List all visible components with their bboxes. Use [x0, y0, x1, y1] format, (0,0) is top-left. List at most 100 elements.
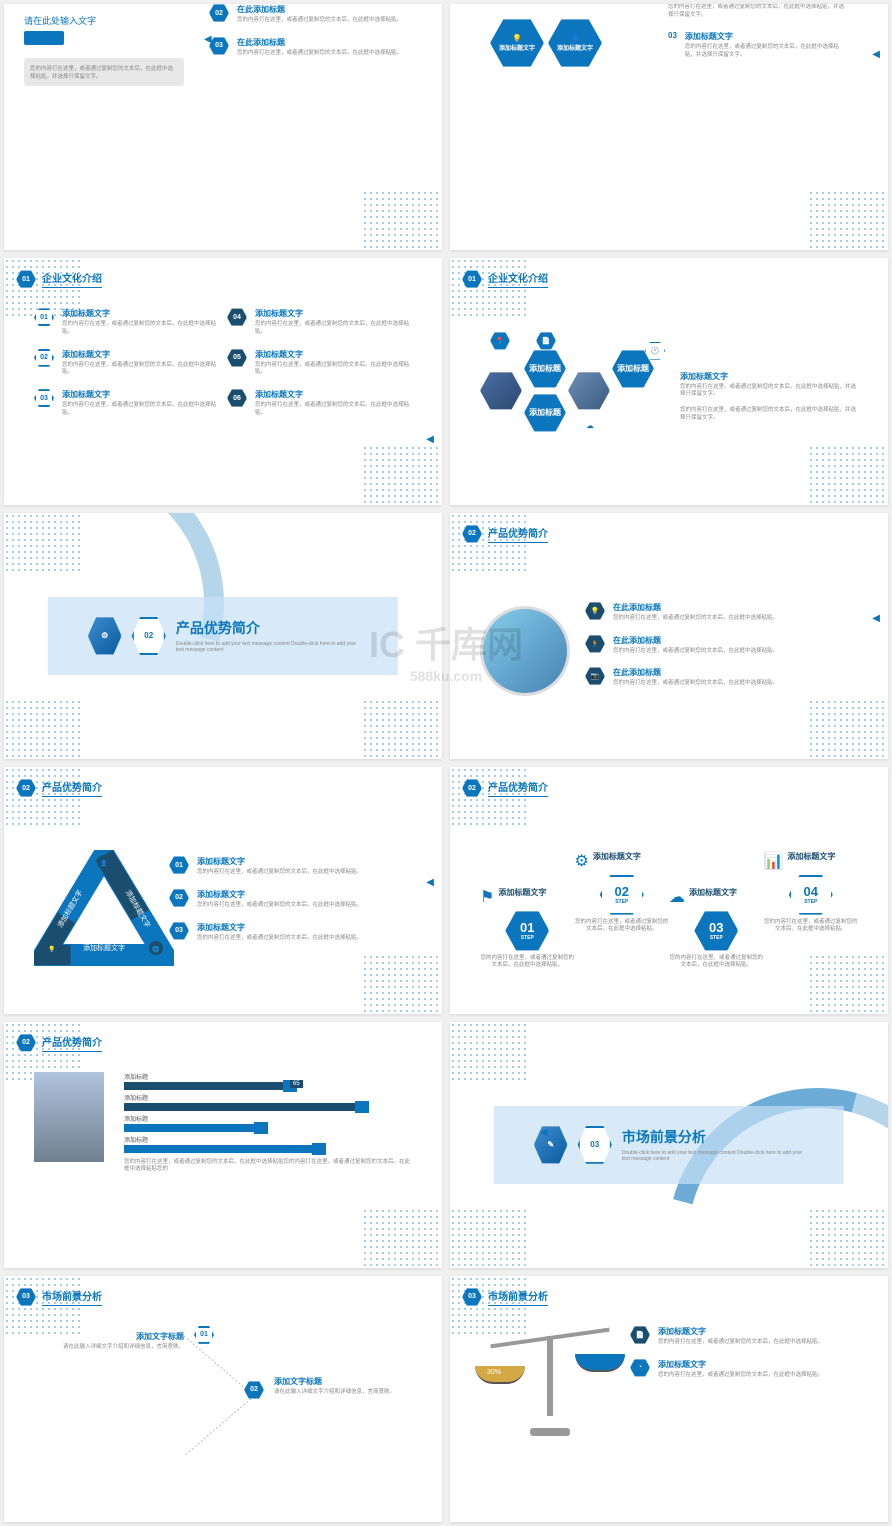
- t: 添加文字标题: [34, 1331, 184, 1342]
- d: 您的内容打在这里，或者通过复制您的文本后，在此框中选择粘贴。: [613, 615, 858, 623]
- num: 03: [34, 389, 54, 407]
- num: 05: [227, 349, 247, 367]
- decor: [450, 1022, 530, 1082]
- d: 您的内容打在这里，或者通过复制您的文本后，在此框中选择粘贴。: [669, 955, 764, 970]
- hex-label-2: 👤添加标题文字: [548, 19, 602, 67]
- d: 您的内容打在这里，或者通过复制您的文本后，在此框中选择粘贴。: [658, 1339, 858, 1347]
- d: 您的内容打在这里，或者通过复制您的文本后，在此框中选择粘贴。: [255, 362, 412, 377]
- t: 添加标题文字: [680, 371, 858, 382]
- item-title: 添加标题文字: [685, 31, 848, 42]
- t: 在此添加标题: [613, 602, 858, 613]
- decor: [362, 190, 442, 250]
- run-icon: 🏃: [585, 635, 605, 653]
- t: 添加标题文字: [62, 389, 219, 400]
- item-title: 在此添加标题: [237, 4, 402, 15]
- t: 在此添加标题: [613, 635, 858, 646]
- header-title: 产品优势简介: [42, 1034, 102, 1052]
- t: 添加标题文字: [62, 349, 219, 360]
- bar-row: 添加标题: [124, 1093, 412, 1111]
- d: 您的内容打在这里，或者通过复制您的文本后，在此框中选择粘贴。: [658, 1372, 858, 1380]
- slide-header: 01 企业文化介绍: [16, 270, 102, 288]
- d: 您的内容打在这里，或者通过复制您的文本后，在此框中选择粘贴。: [62, 321, 219, 336]
- step-hex: 01STEP: [505, 911, 549, 951]
- slide-8: 02产品优势简介 ⚑添加标题文字 01STEP 您的内容打在这里，或者通过复制您…: [450, 767, 888, 1013]
- hex-icon: 📍: [490, 332, 510, 350]
- slide-11: 03市场前景分析 添加文字标题 请在此输入详细文字介绍和详细信息，言简意赅。 0…: [4, 1276, 442, 1522]
- hex-txt: 添加标题: [524, 350, 566, 388]
- num: 01: [34, 308, 54, 326]
- d: 您的内容打在这里，或者通过复制您的文本后，在此框中选择粘贴。: [62, 402, 219, 417]
- svg-text:💡: 💡: [48, 945, 55, 953]
- slide-header: 02产品优势简介: [462, 525, 548, 543]
- slide-header: 03市场前景分析: [462, 1288, 548, 1306]
- balance-scale: 30%: [480, 1326, 620, 1436]
- t: 添加文字标题: [274, 1376, 424, 1387]
- step-hex: 02STEP: [600, 875, 644, 915]
- slide-2: 💡添加标题文字 👤添加标题文字 您的内容打在这里，或者通过复制您的文本后，在此框…: [450, 4, 888, 250]
- header-num: 03: [462, 1288, 482, 1306]
- slide-header: 02产品优势简介: [16, 779, 102, 797]
- t: 添加标题文字: [593, 851, 641, 869]
- num-03: 03: [668, 31, 677, 59]
- arrow-icon: ◀: [540, 1127, 548, 1138]
- s1-title: 请在此处输入文字: [24, 14, 184, 27]
- s1-desc: 您的内容打在这里，或者通过复制您的文本后，在此框中选择粘贴，并选择只保留文字。: [24, 58, 184, 86]
- t: 添加标题文字: [62, 308, 219, 319]
- bar-row: 添加标题: [124, 1135, 412, 1153]
- arrow-icon: ◀: [426, 877, 434, 888]
- d: 您的内容打在这里，或者通过复制您的文本后，在此框中选择粘贴。: [197, 869, 412, 877]
- header-title: 企业文化介绍: [488, 270, 548, 288]
- slide-header: 03市场前景分析: [16, 1288, 102, 1306]
- gear-icon: ⚙: [575, 851, 589, 871]
- cloud-icon: ☁: [669, 887, 685, 907]
- chart-icon: 📊: [764, 851, 784, 871]
- cloud-icon: ☁: [580, 417, 600, 435]
- footer-desc: 您的内容打在这里，或者通过复制您的文本后，在此框中选择粘贴您的内容打在这里，或者…: [124, 1159, 412, 1174]
- arrow-icon: ◀: [872, 49, 880, 60]
- bar-row: 添加标题: [124, 1114, 412, 1132]
- slide-grid: 请在此处输入文字 您的内容打在这里，或者通过复制您的文本后，在此框中选择粘贴，并…: [0, 0, 892, 1526]
- hex-icon: 📄: [536, 332, 556, 350]
- item-desc: 您的内容打在这里，或者通过复制您的文本后，在此框中选择粘贴。: [237, 17, 402, 25]
- header-num: 01: [462, 270, 482, 288]
- t: 添加标题文字: [689, 887, 737, 905]
- d: 您的内容打在这里，或者通过复制您的文本后，在此框中选择粘贴。: [255, 402, 412, 417]
- pen-icon: ✎: [534, 1126, 568, 1164]
- hex-label-1: 💡添加标题文字: [490, 19, 544, 67]
- decor: [808, 190, 888, 250]
- triangle-diagram: 添加标题文字 添加标题文字 添加标题文字 👤 💡 🌐: [34, 850, 154, 960]
- header-title: 产品优势简介: [488, 525, 548, 543]
- item-desc: 您的内容打在这里，或者通过复制您的文本后，在此框中选择粘贴，并选择只保留文字。: [668, 4, 848, 19]
- t: 添加标题文字: [658, 1326, 858, 1337]
- slide-5: ⚙ 02 产品优势简介 Double-click here to add you…: [4, 513, 442, 759]
- arrow-icon: ◀: [204, 34, 212, 45]
- num: 02: [34, 349, 54, 367]
- step-hex: 03STEP: [694, 911, 738, 951]
- decor: [450, 1208, 530, 1268]
- d: 您的内容打在这里，或者通过复制您的文本后，在此框中选择粘贴。: [613, 648, 858, 656]
- t: 添加标题文字: [255, 389, 412, 400]
- d: 您的内容打在这里，或者通过复制您的文本后，在此框中选择粘贴，并选择只保留文字。: [680, 384, 858, 399]
- slide-6: 02产品优势简介 💡在此添加标题您的内容打在这里，或者通过复制您的文本后，在此框…: [450, 513, 888, 759]
- header-title: 企业文化介绍: [42, 270, 102, 288]
- hero-icon: ⚙: [88, 617, 122, 655]
- item-desc: 您的内容打在这里，或者通过复制您的文本后，在此框中选择粘贴。: [237, 50, 402, 58]
- pie-icon: ◔: [630, 1359, 650, 1377]
- header-num: 03: [16, 1288, 36, 1306]
- item-desc: 您的内容打在这里，或者通过复制您的文本后，在此框中选择粘贴，并选择只保留文字。: [685, 44, 848, 59]
- hero-num: 02: [132, 617, 166, 655]
- header-num: 01: [16, 270, 36, 288]
- hero-num: 03: [578, 1126, 612, 1164]
- svg-text:👤: 👤: [100, 859, 107, 867]
- d: 您的内容打在这里，或者通过复制您的文本后，在此框中选择粘贴。: [480, 955, 575, 970]
- t: 添加标题文字: [197, 922, 412, 933]
- num: 04: [227, 308, 247, 326]
- decor: [450, 767, 530, 827]
- bar-row: 添加标题65: [124, 1072, 412, 1090]
- camera-icon: 📷: [585, 667, 605, 685]
- d: 您的内容打在这里，或者通过复制您的文本后，在此框中选择粘贴。: [197, 902, 412, 910]
- t: 添加标题文字: [197, 889, 412, 900]
- flag-icon: ⚑: [480, 887, 494, 907]
- d: 您的内容打在这里，或者通过复制您的文本后，在此框中选择粘贴。: [613, 680, 858, 688]
- doc-icon: 📄: [630, 1326, 650, 1344]
